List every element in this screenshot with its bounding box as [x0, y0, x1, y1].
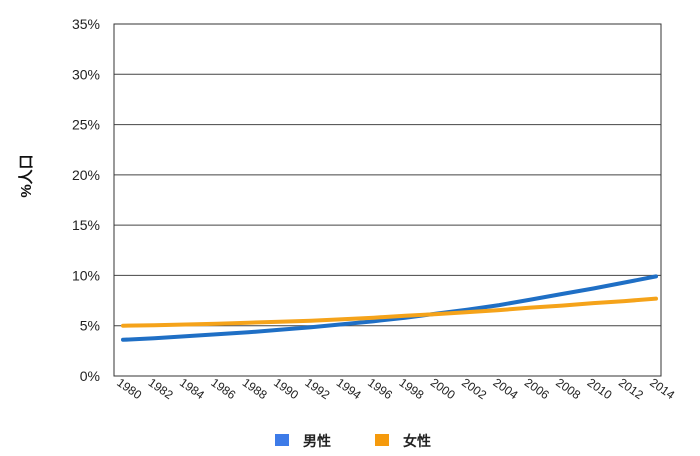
- x-tick-label: 1992: [302, 375, 332, 402]
- y-tick-label: 5%: [80, 318, 100, 334]
- legend-label: 女性: [403, 433, 431, 449]
- x-tick-label: 1998: [397, 375, 427, 402]
- x-tick-label: 2006: [522, 375, 552, 402]
- y-tick-label: 20%: [72, 167, 100, 183]
- y-tick-label: 0%: [80, 368, 100, 384]
- y-tick-label: 10%: [72, 267, 100, 283]
- x-tick-label: 1994: [334, 375, 364, 402]
- legend-swatch: [375, 434, 389, 446]
- y-tick-label: 25%: [72, 117, 100, 133]
- x-axis-ticks: 1980 1982 1984 1986 1988 1990 1992 1994 1996 1998…: [114, 375, 677, 402]
- y-tick-label: 30%: [72, 66, 100, 82]
- x-tick-label: 1988: [240, 375, 270, 402]
- x-tick-label: 2000: [428, 375, 458, 402]
- x-tick-label: 2008: [553, 375, 583, 402]
- series-line-2: [121, 296, 658, 328]
- y-tick-label: 35%: [72, 16, 100, 32]
- x-tick-label: 2014: [647, 375, 677, 402]
- series-line-1: [121, 274, 658, 342]
- x-tick-label: 1996: [365, 375, 395, 402]
- y-axis-ticks: 0% 5% 10% 15% 20% 25% 30% 35%: [72, 16, 100, 384]
- legend-swatch: [275, 434, 289, 446]
- x-tick-label: 2010: [585, 375, 615, 402]
- x-tick-label: 1984: [177, 375, 207, 402]
- y-tick-label: 15%: [72, 217, 100, 233]
- legend-label: 男性: [303, 433, 331, 449]
- x-tick-label: 1982: [146, 375, 176, 402]
- x-tick-label: 2004: [491, 375, 521, 402]
- series-lines: [121, 274, 658, 342]
- x-tick-label: 2012: [616, 375, 646, 402]
- y-axis-label: %人口: [18, 154, 35, 197]
- x-tick-label: 1990: [271, 375, 301, 402]
- plot-frame: [113, 23, 662, 377]
- x-tick-label: 1986: [208, 375, 238, 402]
- x-tick-label: 1980: [114, 375, 144, 402]
- legend: 男性 女性: [275, 433, 431, 449]
- x-tick-label: 2002: [459, 375, 489, 402]
- gridlines: [114, 73, 661, 327]
